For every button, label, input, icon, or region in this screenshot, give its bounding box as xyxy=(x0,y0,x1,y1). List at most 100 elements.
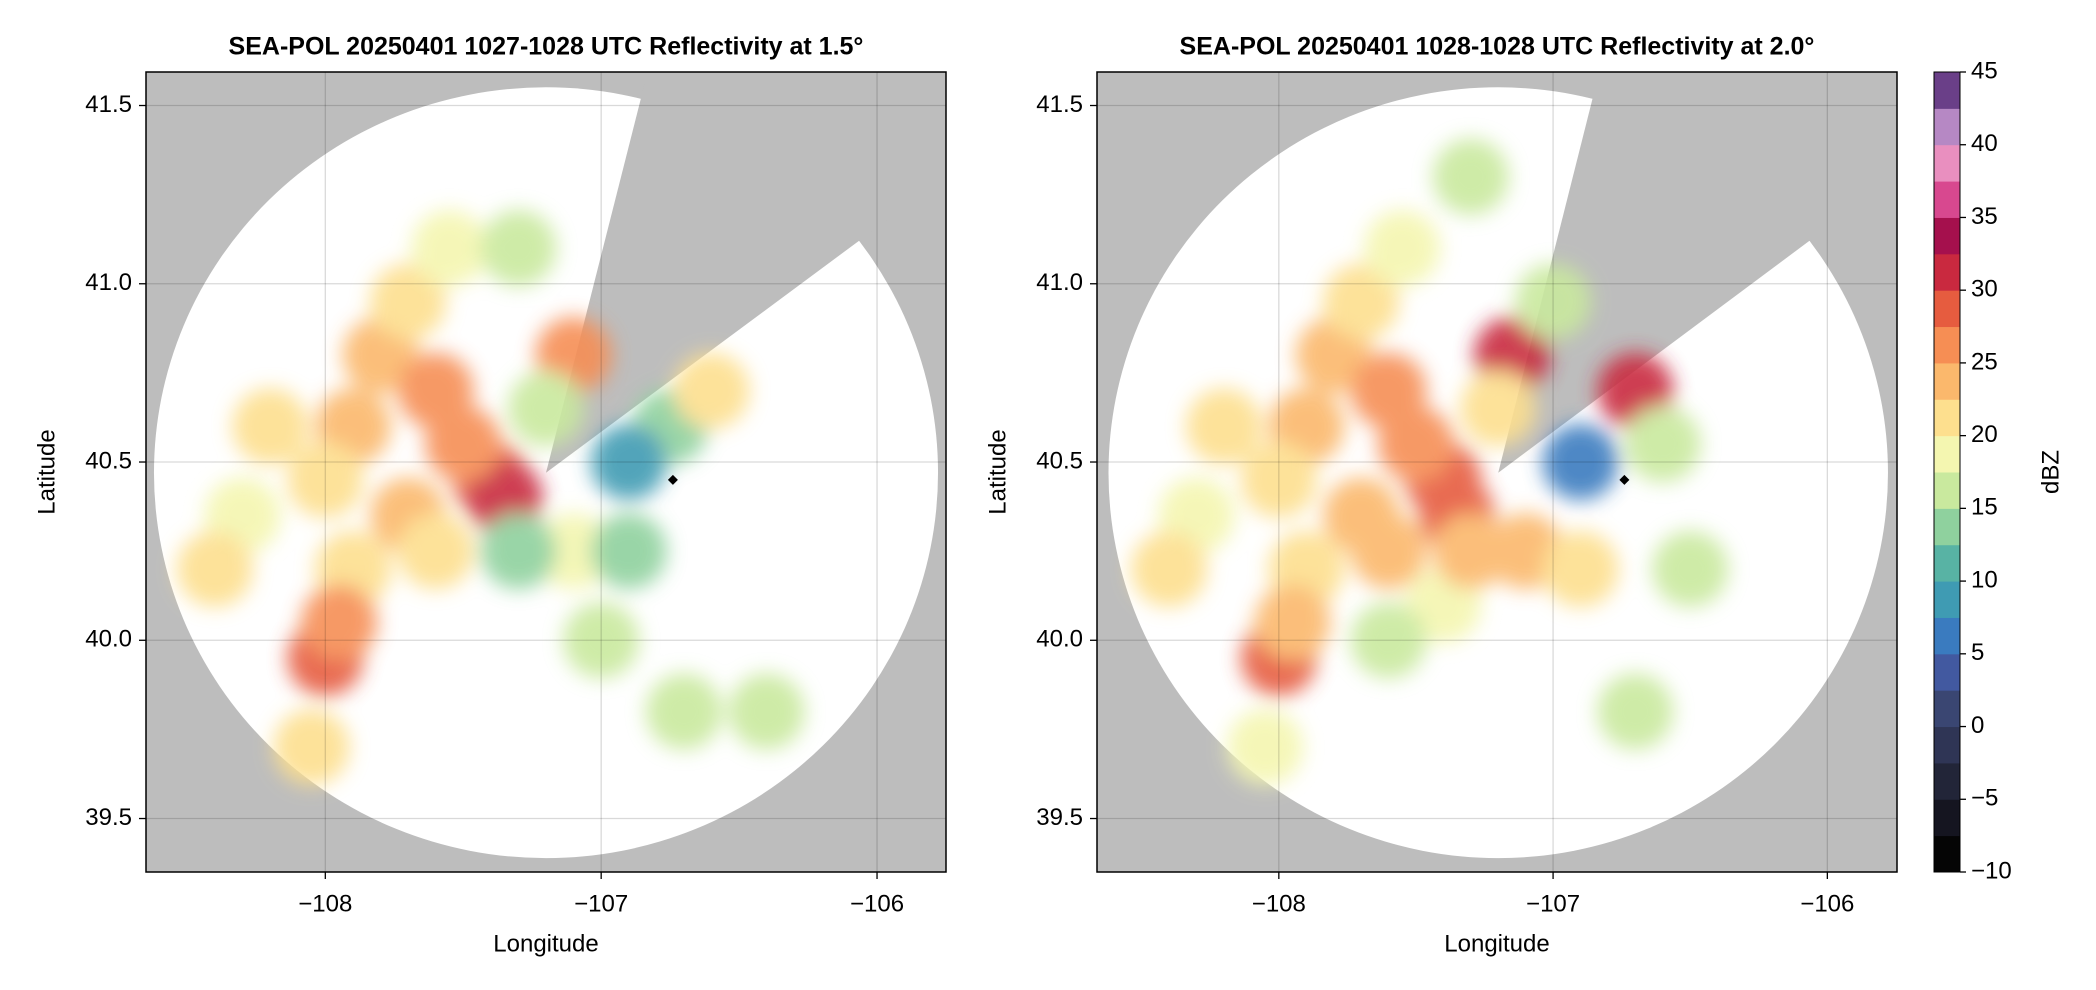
echo xyxy=(645,673,722,750)
blocked-sector xyxy=(546,72,946,473)
echo xyxy=(301,584,378,661)
y-axis-label: Latitude xyxy=(984,429,1011,514)
echo xyxy=(1432,138,1509,215)
y-tick-label: 41.5 xyxy=(85,91,132,118)
colorbar-swatch xyxy=(1934,726,1960,764)
echo xyxy=(590,513,667,590)
colorbar-swatch xyxy=(1934,253,1960,291)
echo xyxy=(397,513,474,590)
echo xyxy=(728,673,805,750)
plot-frame xyxy=(1096,71,1898,873)
colorbar-swatch xyxy=(1934,617,1960,655)
echo xyxy=(1542,530,1619,607)
echo xyxy=(287,441,364,518)
colorbar-swatch xyxy=(1934,653,1960,691)
echo xyxy=(1350,513,1427,590)
x-tick-label: −106 xyxy=(850,890,904,917)
colorbar-tick-label: 20 xyxy=(1971,421,1998,448)
echo xyxy=(590,424,667,501)
echo xyxy=(1240,441,1317,518)
echo xyxy=(1364,210,1441,287)
colorbar-frame xyxy=(1933,71,1961,873)
x-axis-label: Longitude xyxy=(1444,930,1549,957)
y-tick-label: 40.5 xyxy=(85,447,132,474)
blocked-sector xyxy=(1498,72,1897,473)
echo xyxy=(1652,530,1729,607)
plot-area xyxy=(146,72,946,872)
colorbar-tick-label: 35 xyxy=(1971,203,1998,230)
echoes xyxy=(1131,138,1729,786)
colorbar-tick-label: −5 xyxy=(1971,785,1998,812)
x-tick-label: −108 xyxy=(1252,890,1306,917)
colorbar-swatch xyxy=(1934,72,1960,109)
echo xyxy=(411,210,488,287)
echo xyxy=(1377,406,1454,483)
colorbar-swatch xyxy=(1934,362,1960,400)
echo xyxy=(425,406,502,483)
colorbar-swatch xyxy=(1934,181,1960,218)
colorbar-tick-label: −10 xyxy=(1971,857,2012,884)
echo xyxy=(273,709,350,786)
chart-title: SEA-POL 20250401 1027-1028 UTC Reflectiv… xyxy=(229,33,864,61)
colorbar-swatch xyxy=(1934,799,1960,837)
echo xyxy=(1350,602,1427,679)
colorbar-swatch xyxy=(1934,581,1960,618)
colorbar-tick-label: 0 xyxy=(1971,712,1984,739)
colorbar-swatch xyxy=(1934,326,1960,364)
echo xyxy=(1460,370,1537,447)
colorbar-swatch xyxy=(1934,399,1960,437)
colorbar-swatch xyxy=(1934,690,1960,728)
y-tick-label: 40.0 xyxy=(1036,626,1083,653)
colorbar-label: dBZ xyxy=(2037,450,2064,494)
colorbar-tick-label: 15 xyxy=(1971,494,1998,521)
site-marker xyxy=(667,474,678,485)
x-tick-label: −107 xyxy=(1526,890,1580,917)
echo xyxy=(176,530,253,607)
echo xyxy=(480,513,557,590)
echo xyxy=(1542,424,1619,501)
echo xyxy=(1515,263,1592,340)
echo xyxy=(480,210,557,287)
echoes xyxy=(176,210,805,786)
colorbar-tick-label: 30 xyxy=(1971,276,1998,303)
x-tick-label: −108 xyxy=(298,890,352,917)
echo xyxy=(673,352,750,429)
colorbar-swatch xyxy=(1934,544,1960,582)
echo xyxy=(1227,709,1304,786)
colorbar-swatch xyxy=(1934,144,1960,182)
echo xyxy=(1323,263,1400,340)
echo xyxy=(1131,530,1208,607)
colorbar-swatch xyxy=(1934,108,1960,146)
y-tick-label: 40.0 xyxy=(85,626,132,653)
colorbar-swatch xyxy=(1934,508,1960,546)
colorbar-swatch xyxy=(1934,435,1960,473)
y-tick-label: 39.5 xyxy=(1036,804,1083,831)
y-tick-label: 41.5 xyxy=(1036,91,1083,118)
colorbar-tick-label: 40 xyxy=(1971,130,1998,157)
echo xyxy=(1597,673,1674,750)
y-tick-label: 41.0 xyxy=(85,269,132,296)
plot-area xyxy=(1097,72,1897,872)
colorbar-swatch xyxy=(1934,217,1960,255)
echo xyxy=(1185,388,1262,465)
x-tick-label: −107 xyxy=(574,890,628,917)
colorbar-tick-label: 45 xyxy=(1971,57,1998,84)
echo xyxy=(535,513,612,590)
colorbar-tick-label: 5 xyxy=(1971,639,1984,666)
colorbar-tick-label: 10 xyxy=(1971,566,1998,593)
y-axis-label: Latitude xyxy=(33,429,60,514)
site-marker xyxy=(1619,474,1630,485)
y-tick-label: 41.0 xyxy=(1036,269,1083,296)
colorbar-tick-label: 25 xyxy=(1971,348,1998,375)
echo xyxy=(232,388,309,465)
echo xyxy=(563,602,640,679)
echo xyxy=(1254,584,1331,661)
echo xyxy=(1624,406,1701,483)
chart-title: SEA-POL 20250401 1028-1028 UTC Reflectiv… xyxy=(1180,33,1815,61)
colorbar-swatch xyxy=(1934,835,1960,873)
echo xyxy=(508,370,584,447)
y-tick-label: 40.5 xyxy=(1036,447,1083,474)
x-axis-label: Longitude xyxy=(493,930,598,957)
echo xyxy=(1432,513,1509,590)
